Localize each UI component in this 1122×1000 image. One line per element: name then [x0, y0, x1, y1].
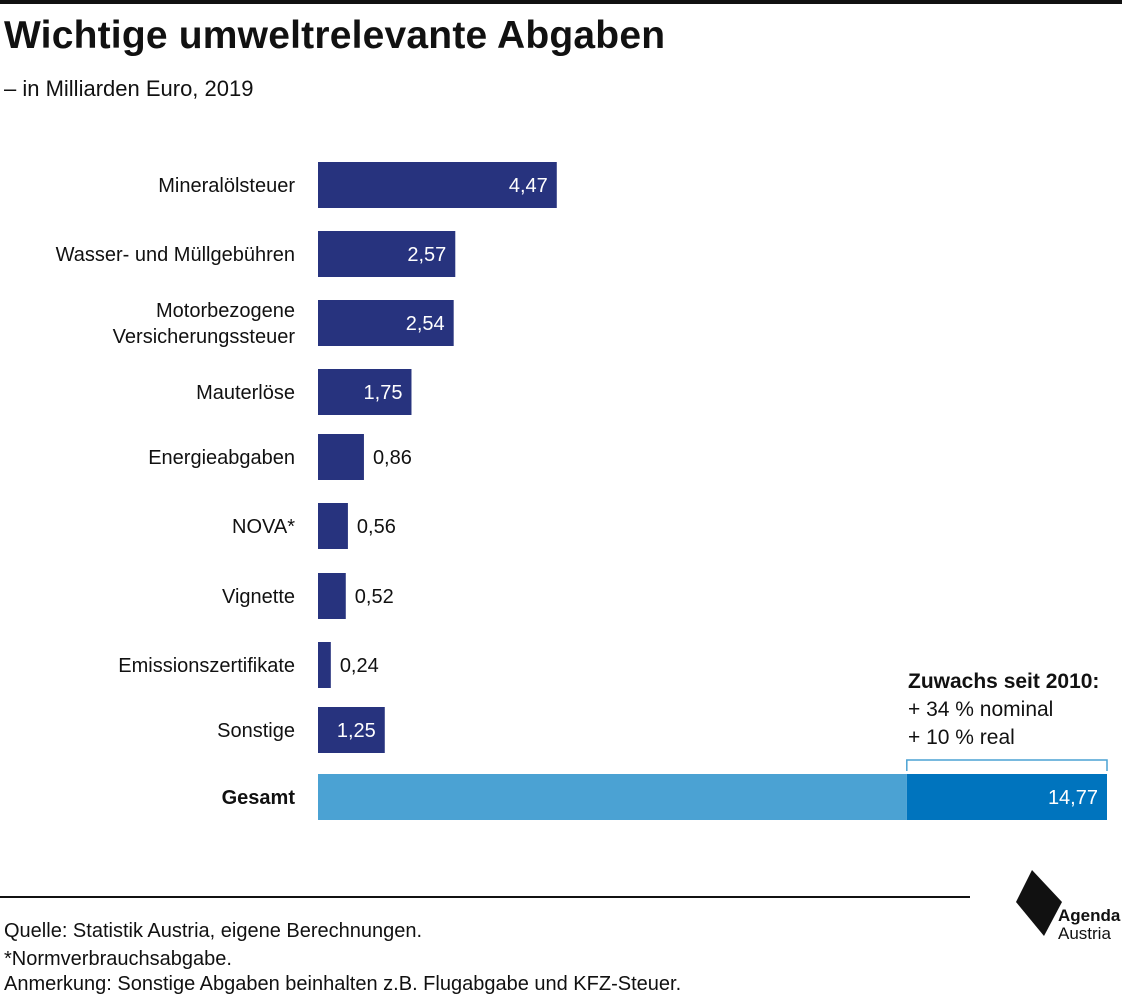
- bar-chart: Mineralölsteuer 4,47 Wasser- und Müllgebüh…: [56, 162, 1108, 820]
- category-label-mineralölsteuer: Mineralölsteuer: [158, 175, 295, 197]
- value-label-vignette: 0,52: [355, 586, 394, 608]
- category-label-sonstige: Sonstige: [217, 720, 295, 742]
- bar-mauterlöse: [318, 369, 412, 415]
- category-label-vignette: Vignette: [222, 586, 295, 608]
- value-label-wasser-und-müllgebühren: 2,57: [407, 244, 446, 266]
- agenda-austria-logo-icon: [1016, 870, 1062, 936]
- source-note: Quelle: Statistik Austria, eigene Berech…: [4, 920, 423, 942]
- value-label-mineralölsteuer: 4,47: [509, 175, 548, 197]
- bar-sonstige: [318, 707, 385, 753]
- agenda-austria-logo: [1010, 868, 1122, 948]
- growth-bracket: [906, 759, 1108, 771]
- bar-vignette: [318, 573, 346, 619]
- category-label-mauterlöse: Mauterlöse: [196, 382, 295, 404]
- bar-energieabgaben: [318, 434, 364, 480]
- value-label-emissionszertifikate: 0,24: [340, 655, 379, 677]
- remark-footnote: Anmerkung: Sonstige Abgaben beinhalten z…: [4, 973, 682, 995]
- value-label-nova: 0,56: [357, 516, 396, 538]
- category-label-motorbezogene-versicherungssteuer: Motorbezogene Versicherungssteuer: [113, 300, 296, 348]
- value-label-gesamt: 14,77: [1048, 787, 1098, 809]
- value-label-sonstige: 1,25: [337, 720, 376, 742]
- chart-subtitle: – in Milliarden Euro, 2019: [4, 76, 254, 101]
- category-label-emissionszertifikate: Emissionszertifikate: [118, 655, 295, 677]
- logo-text-agenda: Agenda: [1058, 906, 1121, 925]
- growth-nominal: + 34 % nominal: [908, 698, 1054, 721]
- category-label-wasser-und-müllgebühren: Wasser- und Müllgebühren: [56, 244, 295, 266]
- bar-wasser-und-müllgebühren: [318, 231, 456, 277]
- category-label-energieabgaben: Energieabgaben: [148, 447, 295, 469]
- growth-annotation-title: Zuwachs seit 2010:: [908, 670, 1100, 693]
- bar-gesamt-base: [318, 774, 907, 820]
- category-label-nova: NOVA*: [232, 516, 295, 538]
- category-label-gesamt: Gesamt: [222, 787, 296, 809]
- growth-real: + 10 % real: [908, 726, 1015, 749]
- bar-gesamt-growth: [906, 774, 1107, 820]
- chart-title: Wichtige umweltrelevante Abgaben: [4, 14, 666, 57]
- bar-emissionszertifikate: [318, 642, 331, 688]
- value-label-motorbezogene-versicherungssteuer: 2,54: [406, 313, 445, 335]
- bar-nova: [318, 503, 348, 549]
- logo-text-austria: Austria: [1058, 924, 1111, 943]
- bar-motorbezogene-versicherungssteuer: [318, 300, 454, 346]
- bar-mineralölsteuer: [318, 162, 557, 208]
- top-rule: [0, 0, 1122, 4]
- footer-rule: [0, 896, 970, 898]
- nova-footnote: *Normverbrauchsabgabe.: [4, 948, 232, 970]
- value-label-mauterlöse: 1,75: [364, 382, 403, 404]
- value-label-energieabgaben: 0,86: [373, 447, 412, 469]
